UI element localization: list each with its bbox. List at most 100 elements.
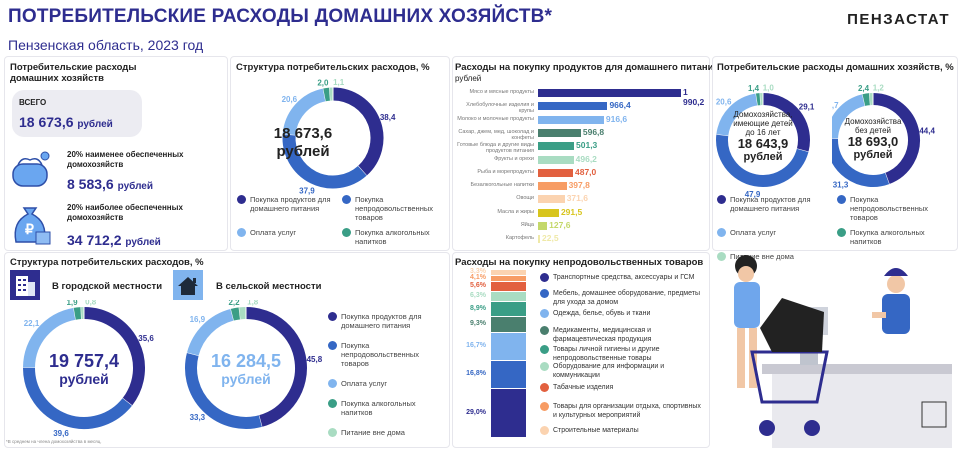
no-kids-value: 18 693,0 [847, 134, 899, 149]
slice-separator [282, 133, 296, 136]
bar [538, 235, 540, 244]
with-kids-label: Домохозяйства, имеющие детей до 16 лет [733, 110, 793, 137]
legend-item-alcohol: Покупка алкогольных напитков [837, 228, 957, 246]
donut-label-nonfood: 37,9 [299, 186, 315, 195]
stack-percent-label: 16,7% [466, 342, 486, 350]
bar-value-label: 916,6 [605, 113, 628, 124]
stack-percent-label: 8,9% [470, 304, 486, 312]
urban-rural-legend: Покупка продуктов для домашнего питания П… [328, 312, 443, 448]
bar-value-label: 596,8 [582, 126, 605, 137]
donut-slice-nonfood [282, 133, 367, 189]
urban-unit: рублей [59, 371, 109, 387]
donut-slice-food [872, 93, 920, 185]
food-bars-panel [452, 56, 710, 251]
no-kids-unit: рублей [853, 149, 893, 161]
stack-segment [491, 388, 526, 437]
bar [538, 208, 559, 217]
urban-value: 19 757,4 [48, 351, 120, 371]
donut-label-services: 16,9 [190, 315, 206, 324]
donut-slice-nonfood [716, 134, 809, 187]
legend-item-services: Оплата услуг [717, 228, 837, 246]
nonfood-legend-item: Оборудование для информации и коммуникац… [540, 362, 705, 380]
bar-category-label: Безалкогольные напитки [470, 182, 534, 189]
nonfood-legend-item: Одежда, белье, обувь и ткани [540, 309, 705, 318]
city-building-icon [10, 270, 40, 300]
nonfood-title: Расходы на покупку непродовольственных т… [455, 257, 704, 268]
donut-label-alcohol: 1,4 [748, 84, 760, 93]
slice-separator [186, 351, 199, 356]
legend-dot [328, 399, 337, 408]
donut-label-food: 35,6 [138, 334, 154, 343]
rural-donut: 45,8 33,3 16,9 2,2 1,8 [185, 300, 323, 429]
legend-item-outside: Питание вне дома [328, 428, 443, 437]
donut-label-food: 45,8 [307, 355, 323, 364]
donut-slice-nonfood [23, 367, 132, 429]
nonfood-legend-item: Товары личной гигиены и другие непродово… [540, 345, 705, 363]
bar-value-label: 22,5 [542, 233, 559, 244]
structure-title: Структура потребительских расходов, % [236, 62, 430, 73]
donut-label-services: 20,6 [716, 98, 732, 107]
donut-slice-food [762, 93, 810, 152]
with-kids-value: 18 643,9 [737, 136, 789, 151]
bar-value-label: 127,6 [549, 220, 571, 230]
legend-label: Питание вне дома [341, 428, 405, 437]
legend-label: Покупка алкогольных напитков [850, 228, 925, 246]
slice-separator [357, 165, 368, 177]
legend-label: Табачные изделия [553, 384, 614, 391]
urban-donut: 35,6 39,6 22,1 1,9 0,8 [22, 300, 154, 438]
households-legend: Покупка продуктов для домашнего питания П… [717, 195, 957, 267]
bar-value-label: 966,4 [609, 100, 631, 111]
donut-slice-services [187, 308, 235, 356]
nonfood-legend-item: Мебель, домашнее оборудование, предметы … [540, 289, 705, 307]
bar-value-label: 371,6 [566, 193, 588, 204]
legend-row: Покупка алкогольных напитков [328, 399, 443, 417]
bar-category-label: Масла и жиры [497, 208, 534, 215]
bar-category-label: Сахар, джем, мед, шоколад и конфеты [458, 128, 534, 141]
legend-dot [540, 426, 549, 435]
food-bar-chart: Мясо и мясные продукты 1 990,2 Хлебобулочн… [452, 87, 710, 248]
bar-category-label: Фрукты и орехи [494, 155, 534, 162]
bar [538, 182, 567, 191]
food-bars-title-text: Расходы на покупку продуктов для домашне… [455, 62, 722, 73]
no-kids-donut: 44,4 31,3 20,7 2,41,2 [832, 83, 935, 189]
donut-label-outside: 1,8 [247, 300, 259, 306]
rural-center: 16 284,5 рублей [196, 352, 296, 388]
with-kids-unit: рублей [743, 151, 783, 163]
households-title: Потребительские расходы домашних хозяйст… [717, 62, 954, 73]
total-label: ВСЕГО [19, 98, 47, 107]
slice-separator [832, 137, 839, 139]
poor-amount: 8 583,6 [67, 176, 114, 192]
bar-value-label: 487,0 [574, 166, 597, 177]
bar-category-label: Молоко и молочные продукты [457, 115, 534, 122]
nonfood-legend-item: Строительные материалы [540, 426, 705, 435]
stack-segment [491, 281, 526, 291]
poor-label: 20% наименее обеспеченных домохозяйств [67, 150, 184, 169]
legend-dot [328, 312, 337, 321]
legend-dot [540, 345, 549, 354]
legend-label: Транспортные средства, аксессуары и ГСМ [553, 274, 695, 281]
stack-percent-label: 9,3% [470, 320, 486, 328]
donut-label-nonfood: 47,9 [745, 190, 761, 199]
bar [538, 102, 608, 111]
bar [538, 128, 581, 137]
legend-dot [717, 228, 726, 237]
with-kids-center: Домохозяйства, имеющие детей до 16 лет 18… [728, 110, 798, 163]
donut-label-alcohol: 1,9 [66, 300, 78, 307]
legend-label: Покупка непродовольственных товаров [850, 195, 928, 222]
structure-center: 18 673,6 рублей [263, 125, 343, 161]
legend-dot [540, 273, 549, 282]
stack-segment [491, 316, 526, 332]
legend-row: Покупка продуктов для домашнего питания П… [237, 195, 447, 222]
legend-row: Питание вне дома [717, 252, 957, 261]
legend-label: Оплата услуг [341, 379, 388, 388]
total-box: ВСЕГО 18 673,6 рублей [12, 90, 142, 137]
legend-row: Покупка продуктов для домашнего питания П… [717, 195, 957, 222]
legend-label: Товары для организации отдыха, спортивны… [553, 403, 701, 419]
bar-category-label: Готовые блюда и другие виды продуктов пи… [457, 142, 534, 155]
bar-category-label: Мясо и мясные продукты [469, 89, 534, 95]
legend-label: Покупка алкогольных напитков [355, 228, 430, 246]
nonfood-legend-item: Транспортные средства, аксессуары и ГСМ [540, 273, 705, 282]
money-bag-icon: ₽ [14, 207, 51, 245]
legend-item-alcohol: Покупка алкогольных напитков [342, 228, 447, 246]
bar-category-label: Картофель [505, 235, 534, 242]
